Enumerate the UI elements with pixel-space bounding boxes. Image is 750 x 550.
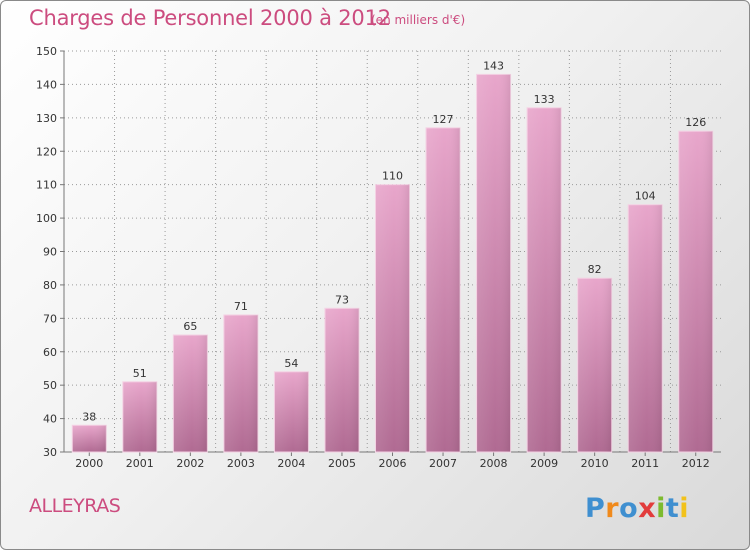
x-tick-label: 2008 [480,457,508,470]
value-label: 126 [685,116,706,129]
x-tick-label: 2004 [277,457,305,470]
value-label: 133 [534,93,555,106]
value-label: 104 [635,190,656,203]
value-label: 38 [82,410,96,423]
bar-shine [577,278,612,452]
y-tick-label: 140 [36,78,57,91]
proxiti-logo: Proxiti [585,493,689,524]
y-tick-label: 40 [43,413,57,426]
data-labels: 38 51 65 71 54 73 110 127 143 133 82 104 126 [82,59,706,423]
bar-shine [628,204,663,452]
bar-shine [476,74,511,453]
x-tick-label: 2005 [328,457,356,470]
x-tick-label: 2012 [682,457,710,470]
value-label: 51 [133,367,147,380]
bar-shine [223,314,258,452]
bar-shine [375,184,410,452]
value-label: 65 [183,320,197,333]
x-tick-label: 2003 [227,457,255,470]
y-tick-label: 80 [43,279,57,292]
bar-shine [274,371,309,452]
chart-subtitle: (en milliers d'€) [371,13,466,27]
y-tick-label: 120 [36,145,57,158]
y-tick-label: 70 [43,312,57,325]
y-tick-label: 90 [43,246,57,259]
x-tick-label: 2011 [631,457,659,470]
value-label: 82 [588,263,602,276]
bar-shine [527,107,562,452]
x-tick-label: 2000 [75,457,103,470]
y-tick-label: 100 [36,212,57,225]
svg-text:Proxiti: Proxiti [585,493,689,524]
x-tick-label: 2007 [429,457,457,470]
value-label: 127 [433,113,454,126]
y-tick-label: 30 [43,446,57,459]
bar-shine [324,308,359,452]
x-tick-label: 2009 [530,457,558,470]
bar-shine [426,127,461,452]
value-label: 110 [382,170,403,183]
chart-title: Charges de Personnel 2000 à 2012 [29,6,391,30]
value-label: 143 [483,59,504,72]
y-tick-label: 60 [43,346,57,359]
bar-shine [122,381,157,452]
bar-shine [72,425,107,452]
value-label: 71 [234,300,248,313]
y-tick-label: 130 [36,112,57,125]
x-tick-label: 2002 [176,457,204,470]
axes: 30 40 50 60 70 80 90 100 110 120 130 140 150 2000 2001… [36,45,721,470]
x-tick-label: 2006 [379,457,407,470]
y-tick-label: 110 [36,179,57,192]
bar-shine [678,131,713,452]
x-tick-label: 2001 [126,457,154,470]
y-tick-label: 50 [43,379,57,392]
commune-name: ALLEYRAS [29,495,121,517]
y-tick-label: 150 [36,45,57,58]
value-label: 54 [284,357,298,370]
x-tick-label: 2010 [581,457,609,470]
bar-shine [173,335,208,452]
bars [71,73,714,453]
value-label: 73 [335,293,349,306]
